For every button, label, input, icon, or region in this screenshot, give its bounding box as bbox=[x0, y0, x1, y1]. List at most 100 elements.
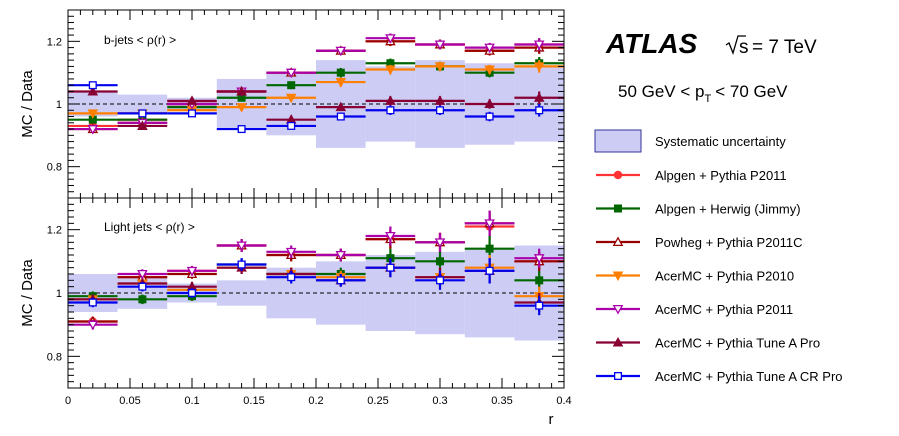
y-tick-label: 0.8 bbox=[47, 162, 62, 174]
data-point bbox=[87, 85, 99, 96]
pt-cut-right: < 70 GeV bbox=[715, 82, 788, 101]
data-point bbox=[137, 120, 148, 130]
legend-label: AcerMC + Pythia Tune A Pro bbox=[655, 336, 820, 351]
data-point bbox=[533, 92, 545, 102]
data-point bbox=[533, 40, 545, 51]
data-point bbox=[434, 95, 446, 105]
data-point bbox=[138, 295, 147, 304]
legend-marker-icon bbox=[612, 336, 624, 347]
panel-title: b-jets < ρ(r) > bbox=[104, 33, 176, 47]
data-point bbox=[335, 78, 347, 88]
header: ATLAS s = 7 TeV 50 GeV < pT < 70 GeV bbox=[605, 28, 817, 105]
data-point bbox=[88, 81, 97, 90]
legend-label: Alpgen + Herwig (Jimmy) bbox=[655, 202, 801, 217]
data-point bbox=[236, 241, 247, 252]
data-point bbox=[285, 68, 297, 79]
syst-band-bin bbox=[117, 94, 168, 114]
data-point bbox=[484, 65, 495, 76]
data-point bbox=[535, 301, 544, 310]
x-tick-label: 0.1 bbox=[184, 395, 199, 407]
data-point bbox=[335, 101, 347, 112]
legend-label: AcerMC + Pythia P2011 bbox=[655, 302, 793, 317]
x-axis-label: r bbox=[549, 411, 554, 428]
legend-marker-icon bbox=[613, 170, 623, 180]
light-jets-panel: 0.8 1 1.2 0 0.05 0.1 0.15 0.2 0.25 0.3 0.35 0.4 Lig… bbox=[19, 197, 572, 428]
data-point bbox=[287, 273, 296, 282]
data-point bbox=[87, 109, 99, 119]
data-point bbox=[186, 95, 198, 105]
data-point bbox=[336, 68, 345, 77]
energy-root: s bbox=[739, 37, 749, 58]
experiment-label: ATLAS bbox=[605, 28, 698, 59]
data-point bbox=[485, 266, 494, 275]
data-point bbox=[335, 250, 347, 261]
panel-title: Light jets < ρ(r) > bbox=[104, 220, 195, 234]
legend-marker-icon bbox=[612, 271, 624, 282]
legend-syst-label: Systematic uncertainty bbox=[655, 134, 786, 149]
legend-label: Powheg + Pythia P2011C bbox=[655, 235, 803, 250]
data-point bbox=[434, 40, 446, 51]
data-point bbox=[87, 125, 99, 135]
x-tick-label: 0.4 bbox=[556, 395, 571, 407]
legend-label: AcerMC + Pythia P2010 bbox=[655, 269, 794, 284]
legend-marker-icon bbox=[612, 304, 624, 315]
data-point bbox=[237, 125, 246, 134]
legend-marker-icon bbox=[613, 371, 623, 381]
data-point bbox=[386, 263, 395, 272]
legend: Systematic uncertainty Alpgen + Pythia P… bbox=[594, 129, 843, 384]
data-point bbox=[533, 254, 545, 264]
data-point bbox=[434, 238, 446, 248]
legend-label: AcerMC + Pythia Tune A CR Pro bbox=[655, 369, 843, 384]
pt-cut: 50 GeV < pT < 70 GeV bbox=[618, 82, 788, 105]
data-point bbox=[336, 276, 345, 285]
data-point bbox=[287, 121, 296, 130]
data-point bbox=[87, 320, 99, 331]
data-point bbox=[336, 112, 345, 121]
data-point bbox=[484, 98, 495, 109]
data-point bbox=[533, 62, 545, 72]
x-tick-label: 0 bbox=[65, 395, 71, 407]
data-point bbox=[335, 46, 347, 57]
y-tick-label: 1 bbox=[56, 99, 62, 111]
data-point bbox=[138, 282, 147, 291]
data-point bbox=[386, 106, 395, 115]
legend-item-alpgen-herwig-jimmy: Alpgen + Herwig (Jimmy) bbox=[596, 202, 801, 217]
pt-cut-sub: T bbox=[704, 93, 711, 105]
x-tick-label: 0.3 bbox=[432, 395, 447, 407]
data-point bbox=[187, 109, 197, 118]
data-point bbox=[484, 219, 495, 229]
data-point bbox=[237, 260, 246, 269]
data-point bbox=[385, 65, 396, 76]
y-tick-label: 0.8 bbox=[47, 351, 62, 363]
data-point bbox=[236, 85, 247, 96]
data-point bbox=[535, 276, 544, 285]
legend-syst-swatch bbox=[594, 129, 642, 153]
data-point bbox=[285, 247, 297, 258]
data-point bbox=[535, 106, 544, 115]
legend-item-acermc-pythia-tune-a-pro: AcerMC + Pythia Tune A Pro bbox=[596, 336, 820, 351]
data-point bbox=[287, 81, 296, 90]
legend-label: Alpgen + Pythia P2011 bbox=[655, 168, 787, 183]
data-point bbox=[385, 231, 396, 242]
data-point bbox=[435, 257, 445, 266]
energy-value: = 7 TeV bbox=[752, 37, 817, 58]
data-point bbox=[138, 109, 147, 118]
y-tick-label: 1.2 bbox=[47, 225, 62, 237]
x-tick-label: 0.05 bbox=[119, 395, 140, 407]
y-tick-label: 1.2 bbox=[47, 36, 62, 48]
series-acermc-pythia-tune-a-cr-pro bbox=[68, 258, 564, 316]
data-point bbox=[137, 269, 148, 280]
data-point bbox=[285, 93, 297, 104]
data-point bbox=[435, 276, 445, 285]
data-point bbox=[485, 244, 494, 253]
data-point bbox=[434, 62, 446, 72]
y-axis-label: MC / Data bbox=[19, 70, 36, 138]
data-point bbox=[385, 95, 396, 105]
data-point bbox=[187, 288, 197, 298]
legend-item-alpgen-pythia-p2011: Alpgen + Pythia P2011 bbox=[596, 168, 787, 183]
series-acermc-pythia-tune-a-pro bbox=[68, 85, 564, 130]
y-tick-label: 1 bbox=[56, 288, 62, 300]
series-acermc-pythia-p2011 bbox=[68, 210, 564, 331]
x-tick-label: 0.15 bbox=[243, 395, 264, 407]
